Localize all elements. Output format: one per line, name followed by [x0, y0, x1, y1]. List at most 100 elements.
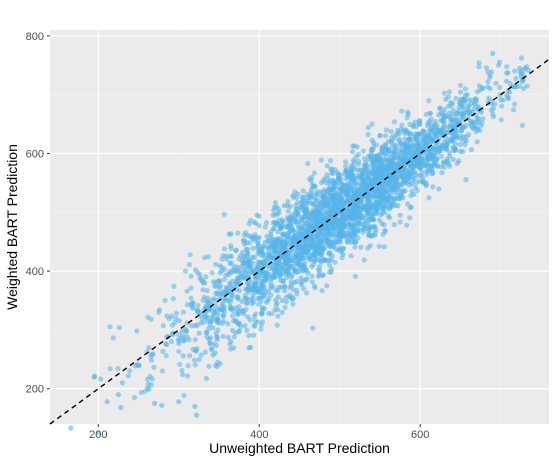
data-point	[319, 250, 325, 256]
data-point	[441, 90, 447, 96]
data-point	[268, 229, 274, 235]
data-point	[209, 345, 215, 351]
data-point	[416, 118, 422, 124]
data-point	[497, 84, 503, 91]
data-point	[205, 295, 211, 301]
data-points	[68, 50, 531, 436]
data-point	[184, 302, 191, 308]
data-point	[365, 181, 371, 187]
data-point	[275, 313, 281, 319]
data-point	[160, 323, 166, 329]
data-point	[324, 163, 330, 169]
data-point	[395, 186, 401, 192]
data-point	[217, 307, 223, 313]
data-point	[217, 270, 223, 276]
data-point	[265, 245, 272, 251]
data-point	[208, 318, 215, 324]
y-tick-label: 600	[26, 148, 44, 160]
data-point	[404, 222, 410, 228]
data-point	[505, 96, 511, 102]
data-point	[511, 84, 517, 90]
data-point	[284, 223, 290, 229]
data-point	[254, 296, 261, 302]
data-point	[376, 177, 382, 183]
data-point	[290, 287, 296, 293]
data-point	[186, 261, 193, 268]
data-point	[303, 250, 309, 256]
data-point	[275, 206, 281, 212]
data-point	[243, 300, 249, 306]
data-point	[242, 254, 248, 260]
data-point	[125, 373, 131, 379]
data-point	[256, 265, 262, 271]
data-point	[200, 278, 206, 284]
data-point	[159, 368, 165, 374]
data-point	[505, 88, 511, 94]
data-point	[498, 117, 504, 123]
data-point	[449, 132, 455, 138]
data-point	[355, 172, 361, 178]
data-point	[388, 139, 394, 145]
data-point	[163, 341, 169, 347]
data-point	[520, 77, 526, 83]
data-point	[311, 170, 318, 176]
data-point	[185, 363, 191, 369]
data-point	[220, 298, 226, 304]
data-point	[271, 225, 277, 231]
data-point	[327, 158, 334, 164]
data-point	[282, 288, 288, 294]
data-point	[387, 189, 393, 196]
data-point	[188, 273, 194, 279]
data-point	[308, 211, 314, 217]
data-point	[505, 70, 511, 76]
data-point	[202, 314, 208, 320]
data-point	[307, 254, 313, 260]
data-point	[351, 159, 357, 165]
data-point	[282, 304, 288, 311]
data-point	[337, 219, 344, 225]
data-point	[290, 301, 296, 307]
data-point	[200, 287, 206, 293]
data-point	[352, 244, 358, 250]
data-point	[270, 238, 276, 244]
data-point	[221, 305, 227, 311]
data-point	[516, 83, 522, 89]
data-point	[228, 231, 234, 237]
data-point	[437, 148, 443, 155]
data-point	[407, 215, 413, 221]
data-point	[266, 311, 272, 317]
data-point	[210, 352, 216, 358]
data-point	[145, 381, 151, 387]
data-point	[440, 129, 446, 135]
data-point	[432, 118, 438, 124]
data-point	[378, 196, 384, 203]
data-point	[463, 92, 469, 99]
data-point	[349, 223, 356, 229]
data-point	[116, 325, 122, 331]
data-point	[230, 293, 236, 299]
data-point	[407, 155, 413, 161]
data-point	[326, 262, 333, 268]
data-point	[299, 216, 305, 223]
data-point	[487, 72, 493, 78]
data-point	[429, 152, 435, 158]
data-point	[368, 146, 375, 152]
data-point	[237, 277, 243, 283]
data-point	[244, 280, 250, 286]
data-point	[524, 83, 530, 89]
data-point	[360, 148, 366, 154]
data-point	[434, 156, 440, 162]
data-point	[261, 306, 267, 312]
data-point	[265, 289, 271, 295]
data-point	[176, 318, 182, 324]
data-point	[329, 223, 335, 229]
data-point	[364, 193, 370, 199]
data-point	[285, 269, 291, 275]
data-point	[295, 211, 301, 218]
data-point	[380, 189, 386, 195]
data-point	[207, 305, 214, 311]
data-point	[374, 170, 380, 176]
data-point	[405, 201, 411, 207]
data-point	[455, 110, 461, 116]
data-point	[425, 120, 431, 126]
